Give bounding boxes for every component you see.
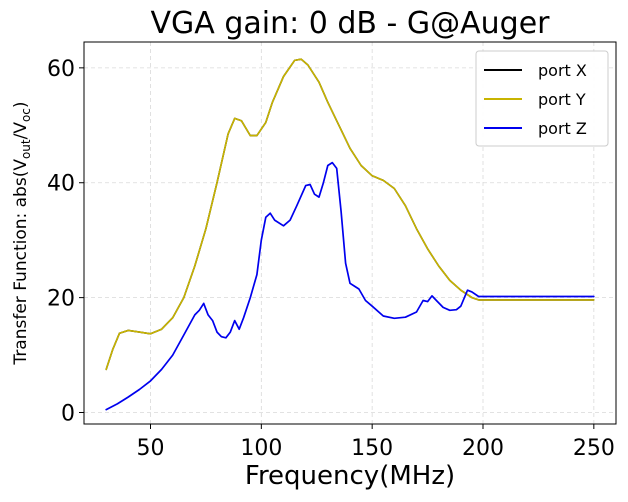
y-axis-label-mid: /V: [11, 122, 31, 140]
y-tick-label: 20: [47, 287, 75, 312]
x-tick-label: 100: [240, 436, 282, 461]
series-line-port-z: [105, 161, 595, 411]
legend: port X port Y port Z: [475, 50, 609, 147]
y-axis-ticks: 0 20 40 60: [47, 57, 84, 427]
x-tick-label: 250: [573, 436, 615, 461]
plot-frame: [83, 41, 617, 425]
x-tick-label: 150: [351, 436, 393, 461]
x-tick-label: 200: [462, 436, 504, 461]
series-line-port-y: [105, 58, 595, 371]
y-axis-label-suffix: ): [11, 101, 31, 108]
legend-label-port-z: port Z: [538, 119, 587, 138]
y-tick-label: 60: [47, 57, 75, 82]
legend-label-port-y: port Y: [538, 90, 586, 109]
y-axis-label-prefix: Transfer Function: abs(V: [11, 159, 31, 366]
y-axis-label-sub-out: out: [19, 139, 33, 159]
legend-label-port-x: port X: [538, 61, 587, 80]
chart-title: VGA gain: 0 dB - G@Auger: [150, 6, 550, 41]
x-axis-label: Frequency(MHz): [245, 461, 455, 491]
x-tick-label: 50: [137, 436, 165, 461]
legend-box: [475, 50, 609, 147]
y-axis-label-sub-oc: oc: [19, 108, 33, 122]
y-tick-label: 0: [61, 402, 75, 427]
y-axis-label: Transfer Function: abs(Vout/Voc): [11, 101, 33, 365]
y-tick-label: 40: [47, 172, 75, 197]
x-axis-ticks: 50 100 150 200 250: [137, 424, 615, 461]
plot-lines: [105, 58, 595, 411]
